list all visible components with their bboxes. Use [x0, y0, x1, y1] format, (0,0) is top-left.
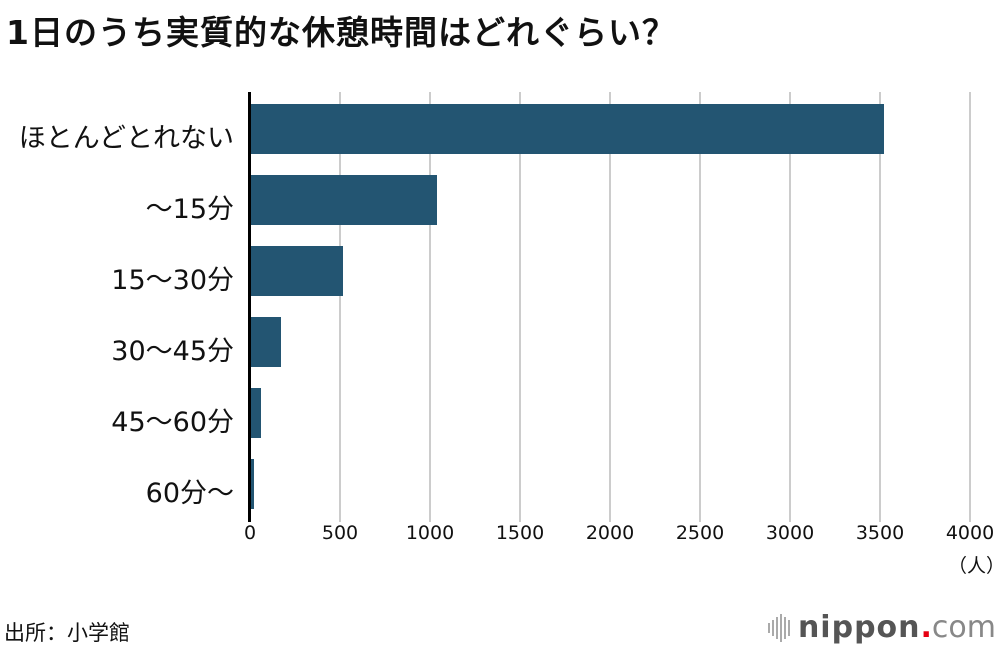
sound-wave-icon [767, 613, 790, 642]
gridline [609, 92, 611, 522]
gridline [339, 92, 341, 522]
bar-5 [250, 459, 254, 509]
x-tick-label: 0 [243, 522, 257, 544]
x-tick-label: 3500 [855, 522, 905, 544]
gridline [699, 92, 701, 522]
logo-suffix: com [931, 610, 996, 645]
bar-4 [250, 388, 261, 438]
gridline [789, 92, 791, 522]
logo-dot: . [920, 610, 932, 645]
bar-1 [250, 175, 438, 225]
y-axis-line [248, 92, 251, 522]
x-tick-label: 2500 [675, 522, 725, 544]
gridline [429, 92, 431, 522]
category-label: 〜15分 [145, 194, 234, 225]
gridline [519, 92, 521, 522]
category-label: ほとんどとれない [18, 123, 234, 154]
category-label: 15〜30分 [111, 265, 234, 296]
bar-3 [250, 317, 281, 367]
source-note: 出所：小学館 [4, 621, 130, 645]
chart-title: 1日のうち実質的な休憩時間はどれぐらい？ [6, 13, 676, 52]
x-tick-label: 1000 [405, 522, 455, 544]
plot-area [248, 92, 971, 522]
nippon-logo: nippon. com [767, 610, 996, 645]
x-tick-label: 500 [321, 522, 359, 544]
category-label: 60分〜 [145, 478, 234, 509]
logo-main: nippon [797, 610, 921, 645]
x-tick-label: 1500 [495, 522, 545, 544]
bar-0 [250, 104, 884, 154]
bar-2 [250, 246, 344, 296]
x-tick-label: 4000 [945, 522, 995, 544]
gridline [879, 92, 881, 522]
category-label: 30〜45分 [111, 336, 234, 367]
x-tick-label: 3000 [765, 522, 815, 544]
x-tick-label: 2000 [585, 522, 635, 544]
gridline [969, 92, 971, 522]
category-label: 45〜60分 [111, 407, 234, 438]
x-axis-unit: （人） [948, 555, 1000, 577]
